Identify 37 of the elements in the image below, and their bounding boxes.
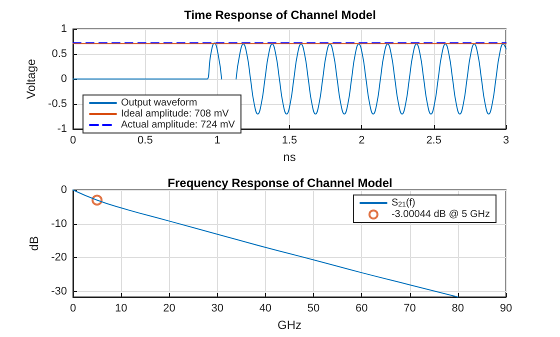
chart-title: Frequency Response of Channel Model — [168, 176, 392, 190]
x-tick-label: 1.5 — [282, 134, 298, 146]
legend-label: Output waveform — [121, 98, 198, 108]
y-tick-label: -0.5 — [48, 98, 67, 110]
y-axis-title: dB — [27, 236, 42, 251]
y-tick-label: -1 — [57, 123, 67, 135]
legend-label: -3.00044 dB @ 5 GHz — [391, 209, 490, 220]
y-tick-label: 0 — [60, 73, 67, 85]
y-tick-label: 0.5 — [52, 48, 67, 60]
x-tick-label: 2 — [358, 134, 365, 146]
x-tick-label: 80 — [452, 302, 464, 314]
y-tick-label: -20 — [51, 252, 67, 264]
x-tick-label: 0.5 — [138, 134, 153, 146]
legend-label: Actual amplitude: 724 mV — [121, 120, 236, 130]
x-tick-label: 2.5 — [426, 134, 442, 146]
y-axis-title: Voltage — [24, 58, 38, 100]
y-tick-label: 0 — [60, 184, 67, 196]
x-tick-label: 60 — [356, 302, 368, 314]
chart-title: Time Response of Channel Model — [184, 8, 376, 22]
x-tick-label: 70 — [404, 302, 416, 314]
y-tick-label: -30 — [51, 285, 67, 298]
x-tick-label: 1 — [214, 134, 220, 146]
x-tick-label: 40 — [259, 302, 272, 314]
x-tick-label: 3 — [502, 134, 510, 146]
x-tick-label: 90 — [500, 302, 512, 314]
x-axis-title: GHz — [278, 318, 302, 332]
x-tick-label: 20 — [163, 302, 176, 314]
x-tick-label: 30 — [211, 302, 224, 314]
x-tick-label: 50 — [307, 302, 320, 314]
y-tick-label: 1 — [60, 23, 67, 35]
x-tick-label: 0 — [70, 302, 76, 314]
x-tick-label: 0 — [70, 134, 76, 146]
x-tick-label: 10 — [114, 302, 128, 314]
x-axis-title: ns — [283, 150, 296, 164]
y-tick-label: -10 — [51, 218, 67, 230]
line-series — [72, 190, 458, 298]
legend-label: Ideal amplitude: 708 mV — [121, 108, 230, 120]
